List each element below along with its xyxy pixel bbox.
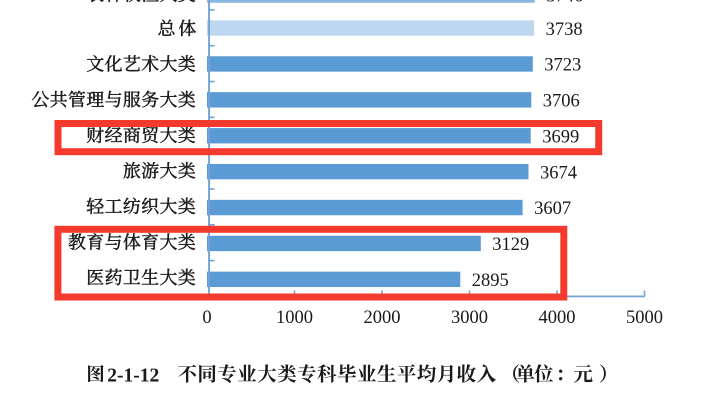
svg-text:2000: 2000 <box>364 308 401 328</box>
svg-text:2-1-12: 2-1-12 <box>107 365 159 386</box>
svg-text:3699: 3699 <box>542 127 579 147</box>
svg-text:3129: 3129 <box>492 235 529 255</box>
svg-text:0: 0 <box>202 308 211 328</box>
svg-text:3000: 3000 <box>451 308 488 328</box>
svg-text:3746: 3746 <box>546 0 583 7</box>
svg-text:3674: 3674 <box>540 163 577 183</box>
svg-text:2895: 2895 <box>472 271 509 291</box>
svg-text:1000: 1000 <box>276 308 313 328</box>
svg-text:5000: 5000 <box>626 308 663 328</box>
svg-text:3723: 3723 <box>544 56 581 76</box>
svg-text:3607: 3607 <box>534 199 571 219</box>
svg-text:4000: 4000 <box>539 308 576 328</box>
svg-text:3738: 3738 <box>546 20 583 40</box>
svg-text:3706: 3706 <box>543 92 580 112</box>
